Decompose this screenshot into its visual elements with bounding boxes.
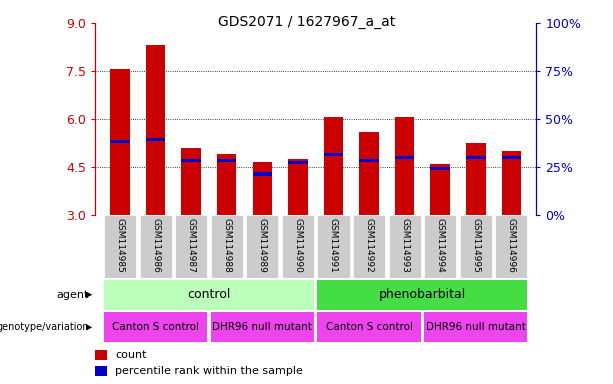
Text: agent: agent [56, 290, 89, 300]
Text: phenobarbital: phenobarbital [379, 288, 466, 301]
Bar [95, 366, 107, 376]
Bar [104, 312, 207, 343]
Text: DHR96 null mutant: DHR96 null mutant [212, 322, 312, 333]
Text: Canton S control: Canton S control [112, 322, 199, 333]
Bar [288, 159, 308, 215]
Bar [104, 215, 136, 278]
Text: GSM114989: GSM114989 [258, 218, 267, 273]
Bar [181, 148, 201, 215]
Bar [282, 215, 314, 278]
Text: GSM114996: GSM114996 [507, 218, 516, 273]
Text: GSM114992: GSM114992 [365, 218, 373, 273]
Bar [288, 161, 308, 164]
Bar [324, 118, 343, 215]
Bar [217, 154, 237, 215]
Bar [175, 215, 207, 278]
Text: percentile rank within the sample: percentile rank within the sample [115, 366, 303, 376]
Bar [460, 215, 492, 278]
Text: GSM114995: GSM114995 [471, 218, 481, 273]
Bar [466, 143, 485, 215]
Bar [104, 280, 314, 310]
Text: Canton S control: Canton S control [326, 322, 413, 333]
Bar [140, 215, 172, 278]
Bar [181, 159, 201, 162]
Text: GSM114985: GSM114985 [115, 218, 124, 273]
Bar [211, 215, 243, 278]
Bar [424, 312, 527, 343]
Bar [353, 215, 385, 278]
Bar [246, 215, 278, 278]
Bar [95, 351, 107, 360]
Text: control: control [187, 288, 230, 301]
Text: GDS2071 / 1627967_a_at: GDS2071 / 1627967_a_at [218, 15, 395, 29]
Bar [501, 156, 521, 159]
Bar [430, 164, 450, 215]
Bar [253, 162, 272, 215]
Text: GSM114993: GSM114993 [400, 218, 409, 273]
Text: genotype/variation: genotype/variation [0, 322, 89, 333]
Bar [318, 312, 421, 343]
Bar [359, 132, 379, 215]
Bar [359, 159, 379, 162]
Bar [110, 140, 130, 143]
Bar [318, 280, 527, 310]
Text: GSM114991: GSM114991 [329, 218, 338, 273]
Bar [146, 45, 166, 215]
Text: count: count [115, 350, 147, 360]
Text: GSM114986: GSM114986 [151, 218, 160, 273]
Text: GSM114994: GSM114994 [436, 218, 445, 273]
Text: DHR96 null mutant: DHR96 null mutant [426, 322, 526, 333]
Bar [424, 215, 456, 278]
Bar [211, 312, 314, 343]
Bar [389, 215, 421, 278]
Bar [318, 215, 349, 278]
Bar [217, 159, 237, 162]
Bar [495, 215, 527, 278]
Bar [395, 156, 414, 159]
Text: GSM114990: GSM114990 [294, 218, 302, 273]
Bar [324, 152, 343, 156]
Text: GSM114988: GSM114988 [222, 218, 231, 273]
Bar [253, 172, 272, 176]
Bar [430, 167, 450, 170]
Bar [110, 70, 130, 215]
Bar [395, 118, 414, 215]
Bar [466, 156, 485, 159]
Text: GSM114987: GSM114987 [186, 218, 196, 273]
Bar [146, 138, 166, 141]
Bar [501, 151, 521, 215]
